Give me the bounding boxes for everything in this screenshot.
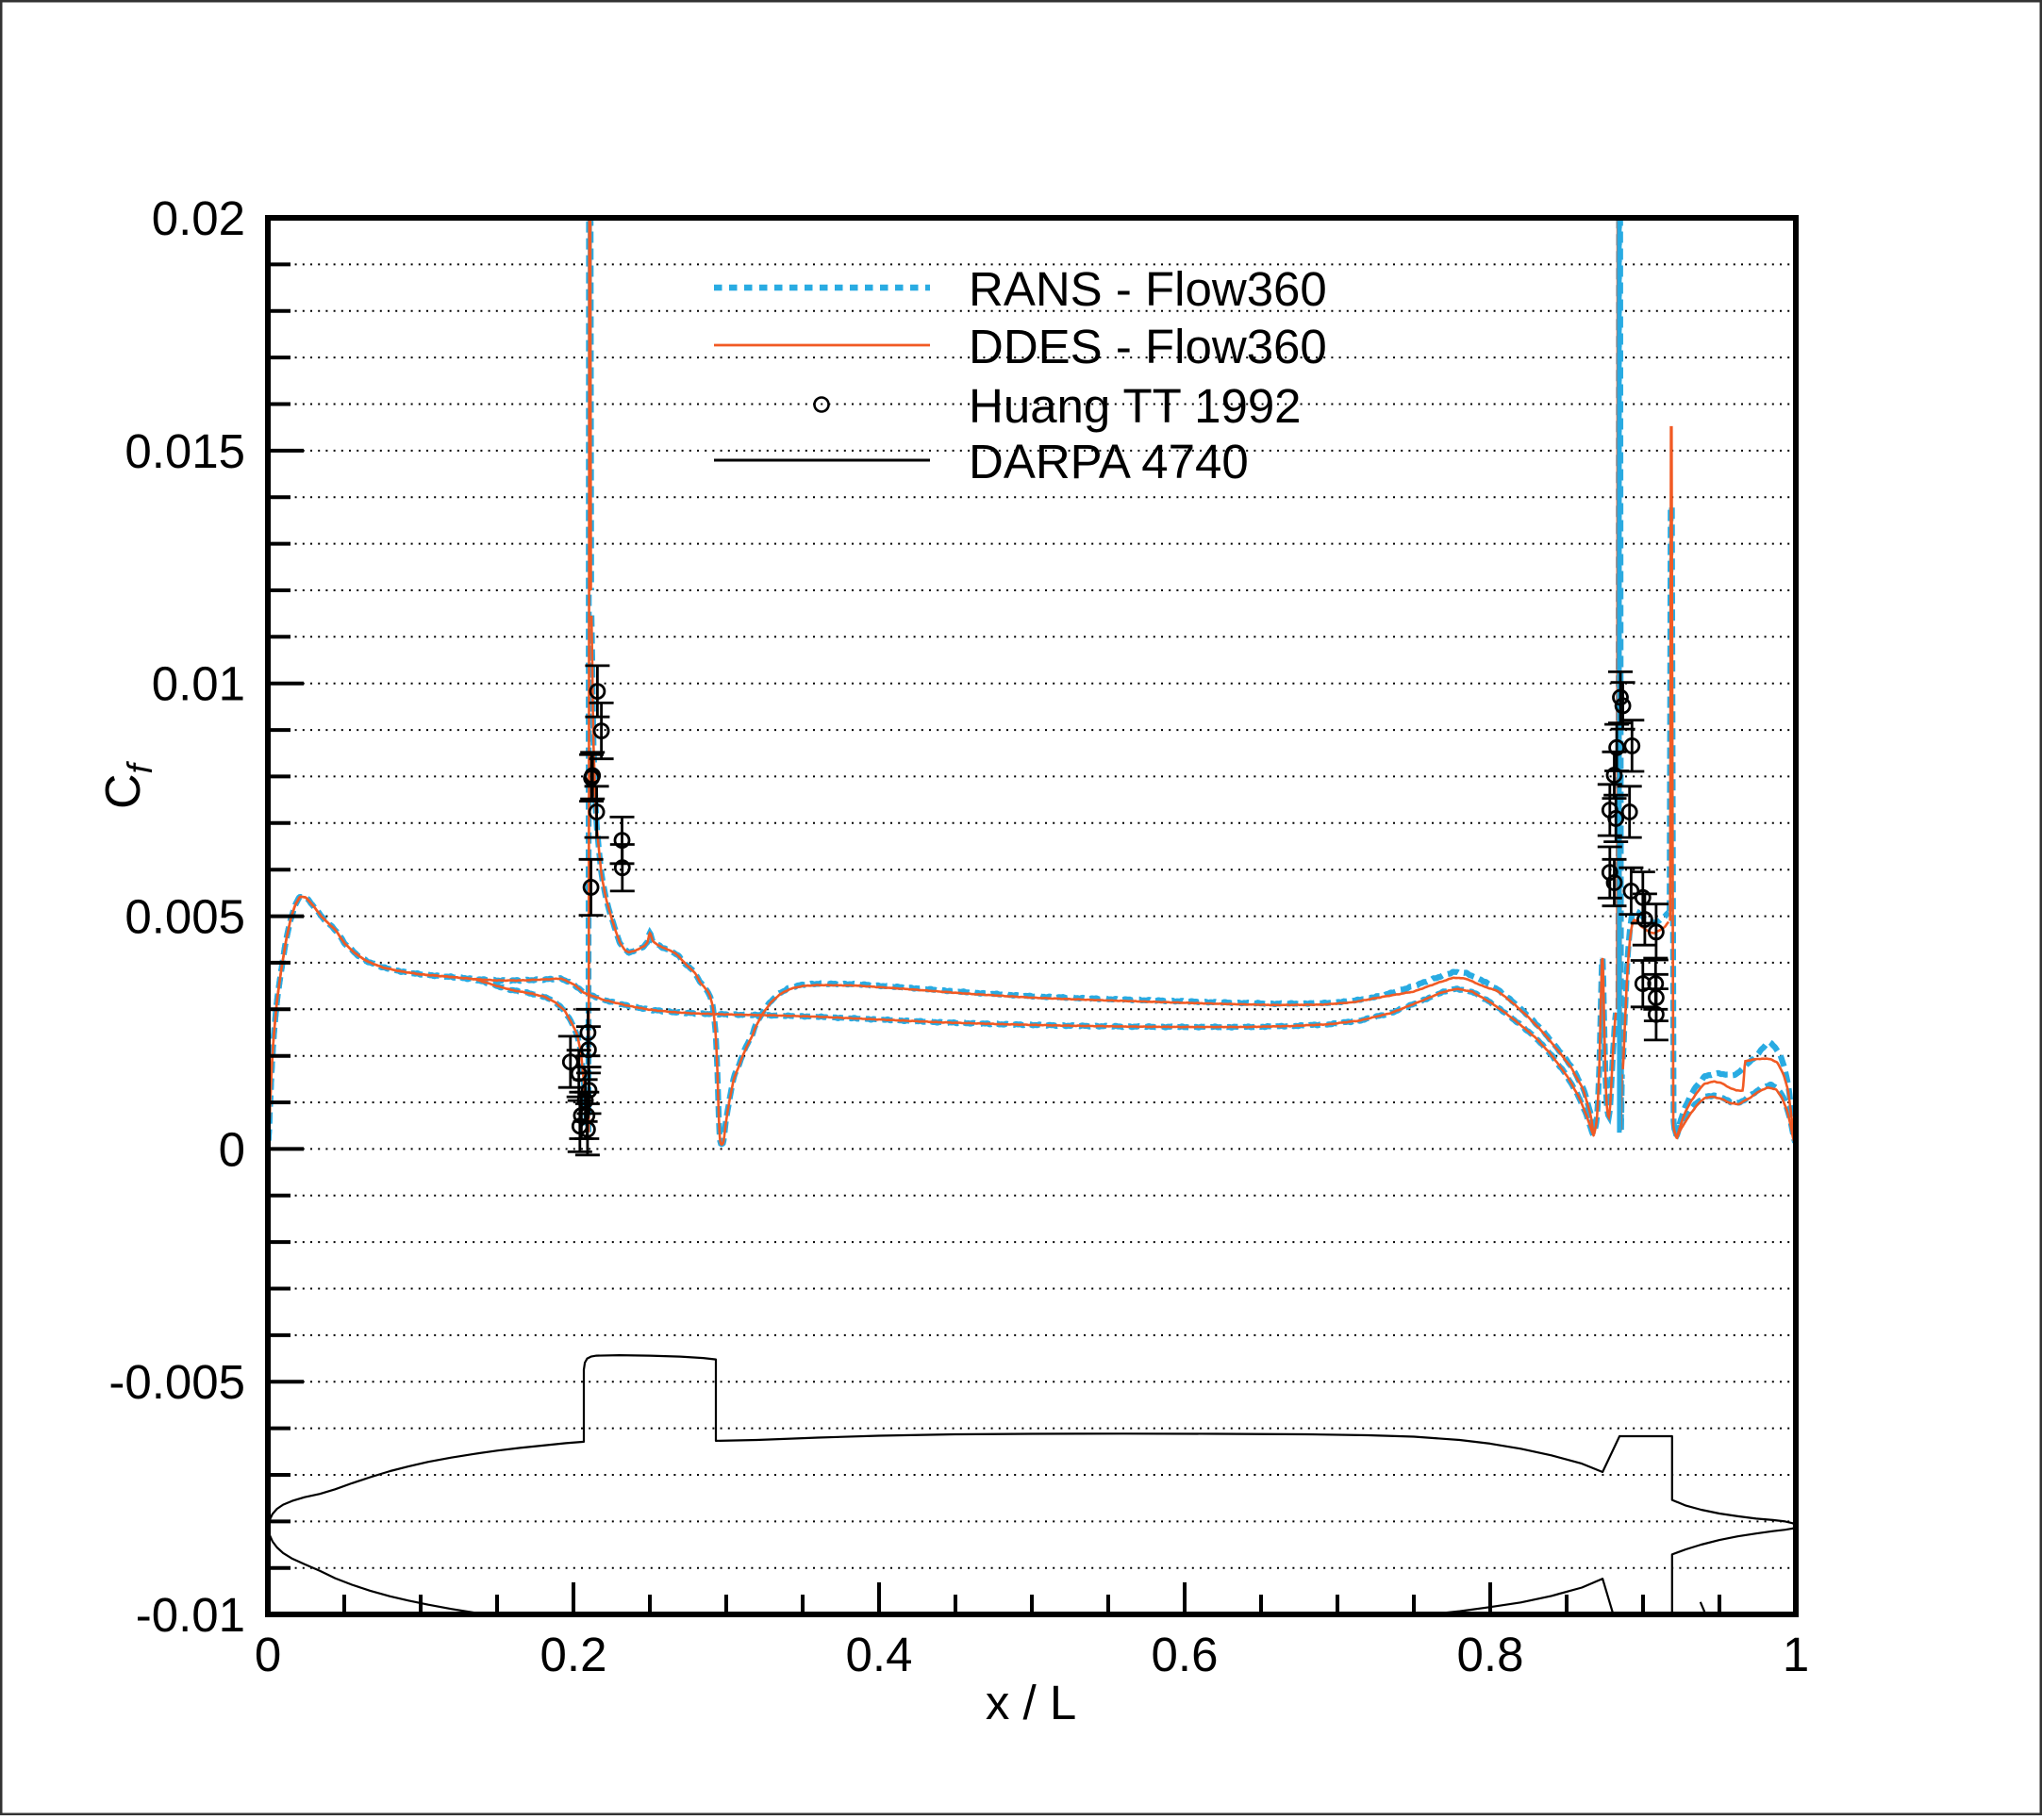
svg-text:-0.01: -0.01 (136, 1588, 245, 1642)
svg-text:-0.005: -0.005 (108, 1355, 245, 1409)
svg-text:0.6: 0.6 (1152, 1628, 1219, 1681)
svg-text:0.01: 0.01 (152, 657, 245, 711)
svg-text:RANS - Flow360: RANS - Flow360 (969, 262, 1327, 316)
svg-text:0.015: 0.015 (125, 424, 245, 478)
svg-text:x / L: x / L (986, 1676, 1076, 1729)
svg-text:1: 1 (1783, 1628, 1809, 1681)
svg-text:0.8: 0.8 (1457, 1628, 1524, 1681)
svg-text:0: 0 (219, 1122, 245, 1176)
svg-text:Huang TT 1992: Huang TT 1992 (969, 379, 1302, 433)
svg-text:0.4: 0.4 (846, 1628, 913, 1681)
svg-text:0.005: 0.005 (125, 890, 245, 944)
svg-text:DARPA 4740: DARPA 4740 (969, 435, 1249, 488)
svg-text:0.02: 0.02 (152, 191, 245, 245)
svg-text:0: 0 (255, 1628, 281, 1681)
svg-text:DDES - Flow360: DDES - Flow360 (969, 320, 1327, 373)
svg-text:0.2: 0.2 (540, 1628, 607, 1681)
